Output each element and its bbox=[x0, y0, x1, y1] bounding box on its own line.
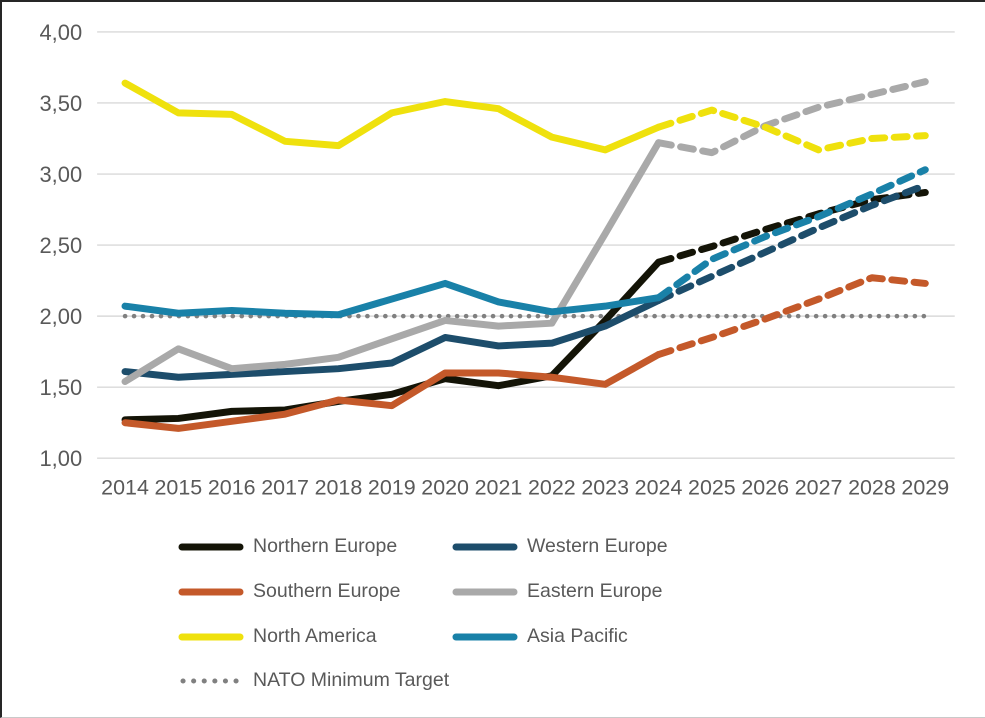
x-axis-tick-label: 2025 bbox=[688, 476, 736, 500]
y-axis-tick-label: 1,00 bbox=[39, 446, 82, 471]
legend-swatch-line-icon bbox=[178, 633, 244, 640]
x-axis-tick-label: 2029 bbox=[901, 476, 949, 500]
legend-label: Western Europe bbox=[527, 535, 668, 557]
legend-label: Eastern Europe bbox=[527, 580, 663, 602]
x-axis-tick-label: 2022 bbox=[528, 476, 576, 500]
legend-swatch-dotted-line-icon bbox=[180, 678, 243, 683]
legend-item-southern-europe: Southern Europe bbox=[178, 580, 400, 603]
legend-label: Asia Pacific bbox=[527, 625, 628, 647]
legend-swatch-line-icon bbox=[178, 543, 244, 550]
series-line-projection-3 bbox=[655, 78, 929, 157]
series-line-solid-5 bbox=[121, 279, 663, 319]
x-axis-tick-label: 2015 bbox=[155, 476, 203, 500]
series-line-solid-1 bbox=[121, 296, 663, 381]
x-axis-tick-label: 2020 bbox=[421, 476, 469, 500]
x-axis-tick-label: 2024 bbox=[635, 476, 683, 500]
x-axis-tick-label: 2026 bbox=[741, 476, 789, 500]
legend-item-northern-europe: Northern Europe bbox=[178, 535, 397, 558]
legend-item-asia-pacific: Asia Pacific bbox=[452, 625, 628, 648]
x-axis-tick-label: 2023 bbox=[581, 476, 629, 500]
y-axis-tick-label: 3,50 bbox=[39, 91, 82, 116]
y-axis-tick-label: 2,50 bbox=[39, 233, 82, 258]
legend-swatch-line-icon bbox=[452, 633, 518, 640]
y-axis-tick-label: 1,50 bbox=[39, 375, 82, 400]
x-axis-tick-label: 2019 bbox=[368, 476, 416, 500]
legend-label: Northern Europe bbox=[253, 535, 398, 557]
x-axis-tick-label: 2027 bbox=[795, 476, 843, 500]
series-line-projection-5 bbox=[655, 166, 929, 302]
y-axis-tick-label: 2,00 bbox=[39, 304, 82, 329]
legend-label: NATO Minimum Target bbox=[253, 669, 450, 691]
series-line-projection-0 bbox=[655, 188, 929, 266]
series-line-solid-0 bbox=[121, 258, 663, 424]
legend-swatch-line-icon bbox=[178, 588, 244, 595]
legend-label: North America bbox=[253, 625, 377, 647]
legend-item-eastern-europe: Eastern Europe bbox=[452, 580, 663, 603]
legend-swatch-line-icon bbox=[452, 543, 518, 550]
series-line-projection-4 bbox=[655, 106, 929, 154]
series-line-solid-2 bbox=[121, 351, 663, 432]
x-axis-tick-label: 2028 bbox=[848, 476, 896, 500]
series-line-solid-4 bbox=[121, 79, 663, 154]
legend-label: Southern Europe bbox=[253, 580, 401, 602]
x-axis-tick-label: 2021 bbox=[475, 476, 523, 500]
x-axis-tick-label: 2016 bbox=[208, 476, 256, 500]
series-line-projection-2 bbox=[655, 274, 929, 359]
legend-swatch-line-icon bbox=[452, 588, 518, 595]
legend-item-north-america: North America bbox=[178, 625, 377, 648]
legend-item-nato-minimum-target: NATO Minimum Target bbox=[178, 669, 449, 692]
x-axis-tick-label: 2014 bbox=[101, 476, 149, 500]
legend-item-western-europe: Western Europe bbox=[452, 535, 668, 558]
series-line-projection-1 bbox=[655, 181, 929, 304]
y-axis-tick-label: 4,00 bbox=[39, 20, 82, 45]
x-axis-tick-label: 2017 bbox=[261, 476, 309, 500]
y-axis-tick-label: 3,00 bbox=[39, 162, 82, 187]
series-line-solid-3 bbox=[121, 139, 663, 386]
x-axis-tick-label: 2018 bbox=[315, 476, 363, 500]
